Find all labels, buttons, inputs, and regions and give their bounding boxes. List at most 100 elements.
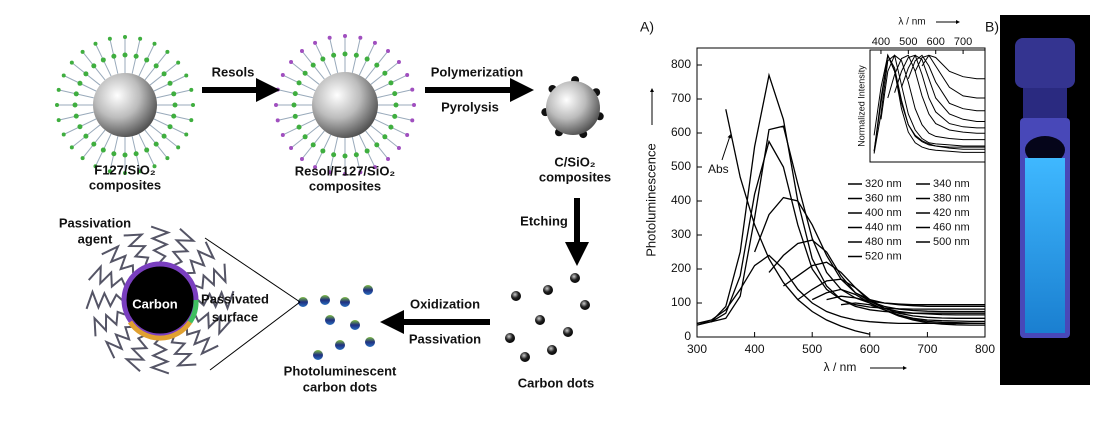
bead <box>289 146 294 151</box>
bead <box>80 49 85 54</box>
abs-curve <box>725 109 870 335</box>
x-tick-label: 400 <box>745 342 765 356</box>
ligand <box>101 244 135 274</box>
inset-curve <box>901 54 985 122</box>
bead <box>189 87 194 92</box>
bead <box>176 60 181 65</box>
x-axis-label: λ / nm <box>824 360 857 374</box>
bead <box>310 142 316 148</box>
y-tick-label: 100 <box>671 295 691 309</box>
bead <box>320 148 326 154</box>
bead <box>410 118 415 123</box>
cone-line <box>209 301 301 371</box>
bead <box>100 57 106 63</box>
bead <box>274 103 278 107</box>
label: Polymerization <box>431 64 524 79</box>
inset-y-label: Normalized Intensity <box>856 65 866 147</box>
label: Resol/F127/SiO₂ <box>295 163 396 178</box>
chart: λ / nm Photoluminescence Abs λ / nm Norm… <box>643 17 995 375</box>
label: agent <box>78 231 113 246</box>
sphere <box>546 81 600 135</box>
label: Photoluminescent <box>284 363 397 378</box>
bead <box>83 133 89 139</box>
bead <box>393 102 399 108</box>
carbon-dot <box>570 273 580 283</box>
bead <box>331 52 337 58</box>
bead <box>412 103 416 107</box>
label: composites <box>539 169 611 184</box>
bead <box>144 57 150 63</box>
label: surface <box>212 309 258 324</box>
bead <box>299 49 304 54</box>
bead <box>275 118 280 123</box>
y-tick-label: 400 <box>671 193 691 207</box>
label: Passivation <box>409 331 481 346</box>
bead <box>405 132 410 137</box>
bead <box>353 52 359 58</box>
bead <box>77 124 83 130</box>
label: Carbon <box>132 296 178 311</box>
pl-curve <box>711 125 985 323</box>
bead <box>73 113 79 119</box>
bead <box>302 134 308 140</box>
legend-label: 340 nm <box>933 178 970 190</box>
bead <box>93 164 98 169</box>
bead <box>388 124 394 130</box>
inset-x-tick-label: 700 <box>954 36 972 48</box>
bead <box>100 147 106 153</box>
bead <box>343 172 347 176</box>
label: carbon dots <box>303 379 377 394</box>
bead <box>392 113 398 119</box>
bead <box>123 171 127 175</box>
schematic <box>55 34 604 375</box>
bead <box>152 41 157 46</box>
bead <box>144 147 150 153</box>
ligand <box>194 311 233 337</box>
bead <box>372 165 377 170</box>
panel-label: B) <box>985 19 999 35</box>
bead <box>69 145 74 150</box>
bead <box>275 87 280 92</box>
bead <box>280 132 285 137</box>
inset-curve <box>873 54 985 154</box>
bead <box>123 35 127 39</box>
pl-dot <box>365 337 375 347</box>
legend-label: 440 nm <box>865 221 902 233</box>
ligand <box>87 263 126 289</box>
bead <box>327 35 332 40</box>
sphere <box>312 72 378 138</box>
bead <box>392 91 398 97</box>
pl-curve <box>840 302 985 326</box>
x-tick-label: 600 <box>860 342 880 356</box>
bead <box>93 41 98 46</box>
bead <box>161 71 167 77</box>
vial-neck <box>1023 88 1067 118</box>
bead <box>80 156 85 161</box>
annotation: Abs <box>708 162 729 176</box>
pl-dot <box>320 295 330 305</box>
bead <box>73 91 79 97</box>
bead <box>56 87 61 92</box>
bead <box>122 152 128 158</box>
bead <box>313 40 318 45</box>
meniscus <box>1025 136 1065 164</box>
y-tick-label: 700 <box>671 91 691 105</box>
carbon-dot <box>563 327 573 337</box>
pl-dot <box>335 340 345 350</box>
bead <box>343 34 347 38</box>
carbon-dot <box>535 315 545 325</box>
bead <box>152 164 157 169</box>
pl-dot <box>298 297 308 307</box>
x-tick-label: 800 <box>975 342 995 356</box>
carbon-dot <box>505 333 515 343</box>
bead <box>342 51 348 57</box>
bead <box>374 62 380 68</box>
carbon-dot <box>580 300 590 310</box>
bead <box>111 53 117 59</box>
pl-dot <box>340 297 350 307</box>
inset-curve <box>907 54 985 112</box>
bead <box>386 156 391 161</box>
ligand <box>148 337 171 375</box>
legend-label: 360 nm <box>865 192 902 204</box>
bead <box>289 59 294 64</box>
